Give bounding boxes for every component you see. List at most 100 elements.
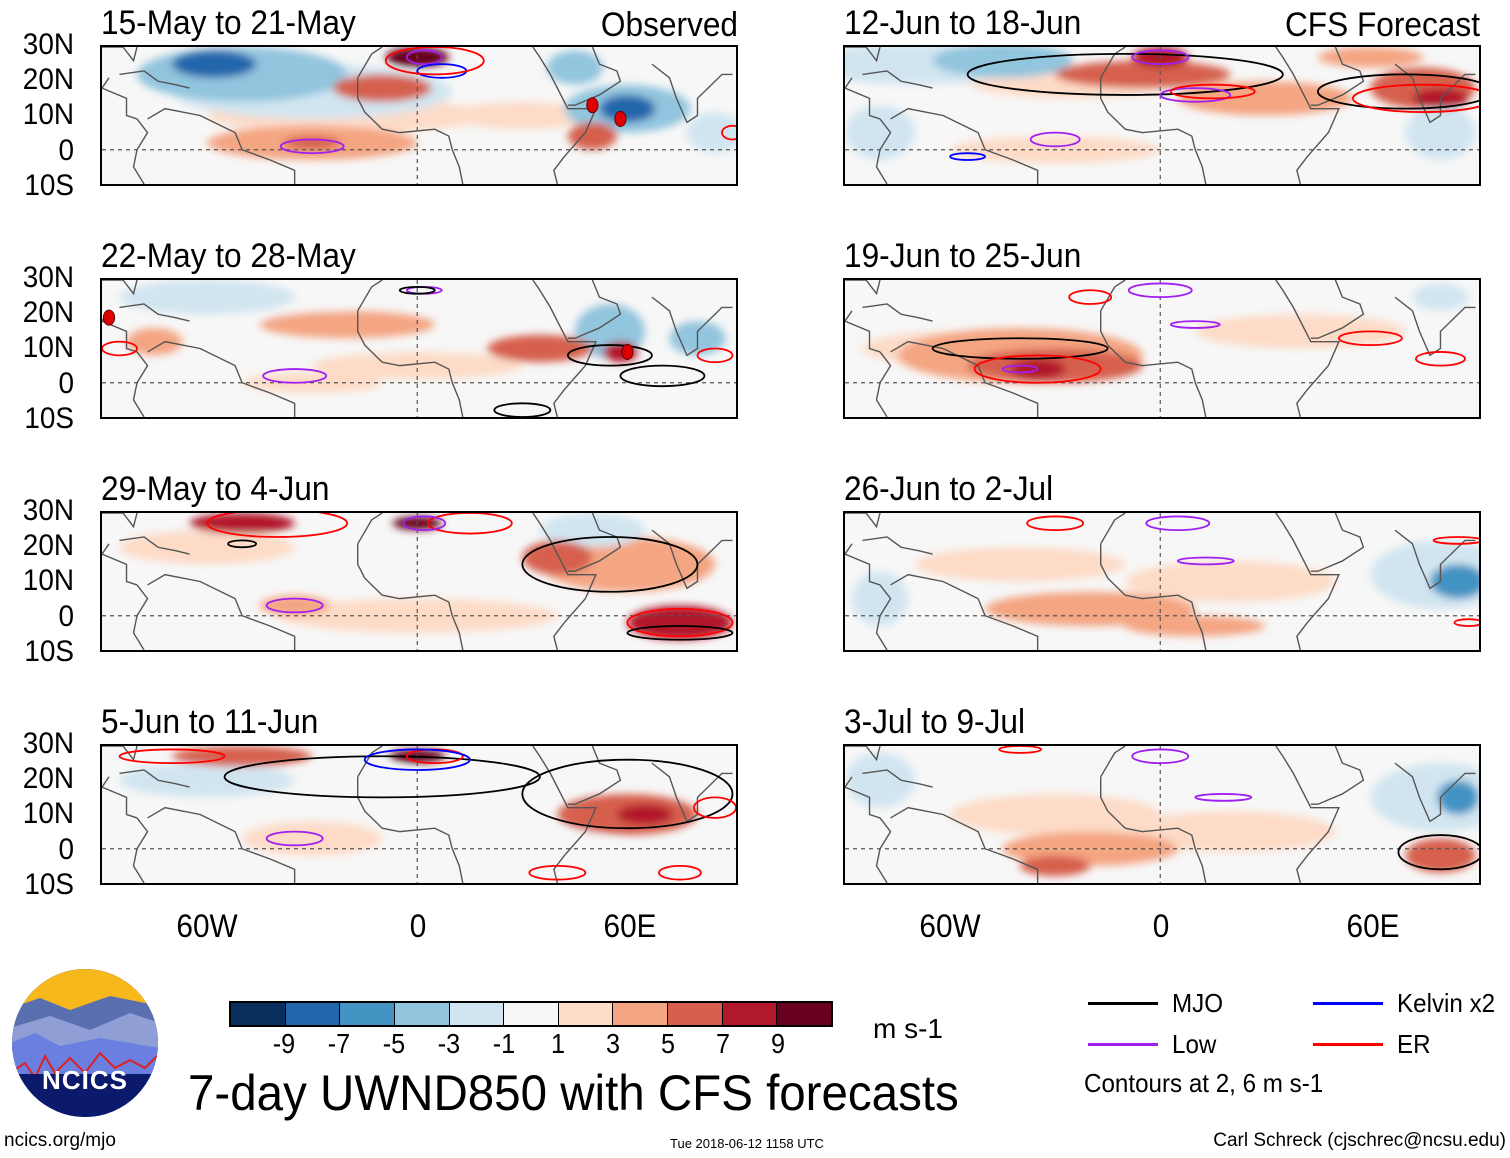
lon-label: 60W — [919, 908, 981, 944]
lat-label: 10S — [24, 401, 75, 435]
lat-label: 10N — [22, 331, 75, 365]
coastline — [102, 78, 137, 119]
tropical-cyclone-icon — [622, 344, 633, 359]
map-panel — [843, 45, 1481, 186]
wind-anomaly-region — [452, 101, 593, 130]
legend-note: Contours at 2, 6 m s-1 — [1084, 1068, 1324, 1098]
coastline — [891, 808, 1038, 883]
wind-anomaly-region — [112, 112, 197, 154]
wave-contour — [400, 287, 435, 294]
lat-label: 0 — [58, 133, 74, 167]
wave-contour — [1027, 516, 1083, 530]
wave-contour — [1454, 619, 1479, 626]
coastline — [891, 109, 1038, 184]
wind-anomaly-region — [102, 564, 208, 633]
colorbar-tick-label: 9 — [771, 1028, 786, 1059]
coastline — [148, 575, 295, 650]
lat-label: 0 — [58, 599, 74, 633]
wind-anomaly-region — [567, 122, 617, 150]
wave-contour — [281, 139, 344, 153]
coastline — [845, 280, 880, 294]
wind-anomaly-region — [616, 804, 673, 825]
chart-title: 7-day UWND850 with CFS forecasts — [188, 1065, 959, 1121]
coastline — [358, 544, 463, 650]
coastline — [845, 544, 880, 585]
map-panel — [100, 45, 738, 186]
wave-contour — [1171, 321, 1220, 328]
coastline — [120, 71, 190, 88]
colorbar-swatch — [668, 1003, 723, 1025]
wave-contour — [267, 832, 323, 846]
map-panel — [843, 744, 1481, 885]
coastline — [652, 64, 733, 122]
wind-anomaly-region — [119, 280, 295, 315]
legend-line-mjo — [1088, 1002, 1158, 1005]
wave-contour — [627, 626, 732, 640]
colorbar-units: m s-1 — [873, 1013, 943, 1044]
wave-contour — [365, 749, 470, 770]
wind-anomaly-region — [932, 47, 1073, 78]
lat-label: 20N — [22, 529, 75, 563]
wind-anomaly-region — [277, 763, 418, 798]
wave-contour — [1353, 85, 1479, 112]
panel-title: 29-May to 4-Jun — [101, 470, 330, 508]
wave-contour — [428, 513, 512, 534]
wind-anomaly-region — [1405, 838, 1476, 873]
colorbar-swatch — [340, 1003, 395, 1025]
wind-anomaly-region — [259, 310, 435, 339]
tropical-cyclone-icon — [587, 98, 598, 113]
coastline — [148, 342, 295, 417]
colorbar-tick-label: -3 — [437, 1028, 460, 1059]
wind-anomaly-region — [1125, 560, 1336, 603]
wind-anomaly-region — [950, 793, 1161, 836]
wave-contour — [263, 369, 326, 383]
wave-contour — [1195, 794, 1251, 801]
coastline — [148, 109, 295, 184]
wave-contour — [386, 47, 484, 74]
coastline — [1101, 513, 1126, 544]
colorbar-swatch — [394, 1003, 450, 1025]
coastline — [863, 770, 933, 787]
coastline — [1311, 280, 1364, 338]
wave-contour — [120, 749, 225, 763]
panel-title: 5-Jun to 11-Jun — [101, 703, 319, 741]
coastline — [845, 513, 880, 527]
lat-label: 0 — [58, 832, 74, 866]
wind-anomaly-region — [1405, 105, 1476, 161]
coastline — [863, 537, 933, 554]
wave-contour — [1132, 749, 1188, 763]
panel-title: 26-Jun to 2-Jul — [844, 470, 1054, 508]
wind-anomaly-region — [539, 513, 645, 548]
tropical-cyclone-icon — [615, 111, 626, 126]
legend-line-kelvin-x2 — [1313, 1002, 1383, 1005]
wind-anomaly-region — [126, 327, 183, 356]
coastline — [102, 47, 137, 61]
wave-contour — [659, 866, 701, 880]
lat-label: 10N — [22, 98, 75, 132]
wind-anomaly-region — [932, 283, 1108, 311]
coastline — [134, 352, 148, 417]
colorbar-tick-label: 3 — [606, 1028, 621, 1059]
lat-label: 10N — [22, 797, 75, 831]
wave-contour — [568, 345, 652, 366]
footer-url[interactable]: ncics.org/mjo — [4, 1130, 116, 1151]
wave-contour — [267, 599, 323, 613]
wave-contour — [999, 746, 1041, 753]
wind-anomaly-region — [985, 591, 1196, 627]
wave-contour — [1398, 835, 1479, 869]
map-panel — [843, 278, 1481, 419]
coastline — [877, 352, 891, 417]
wind-anomaly-region — [1125, 615, 1266, 637]
ncics-logo: NCICS — [10, 968, 160, 1118]
coastline — [102, 544, 137, 585]
colorbar-swatch — [504, 1003, 559, 1025]
wind-anomaly-region — [915, 547, 1126, 582]
wave-contour — [1146, 516, 1209, 530]
wave-contour — [975, 355, 1101, 382]
lon-label: 60W — [176, 908, 238, 944]
coastline — [533, 746, 596, 883]
wave-contour — [1031, 133, 1080, 147]
legend-line-low — [1088, 1043, 1158, 1046]
wave-contour — [1069, 290, 1111, 304]
coastline — [1311, 47, 1364, 105]
